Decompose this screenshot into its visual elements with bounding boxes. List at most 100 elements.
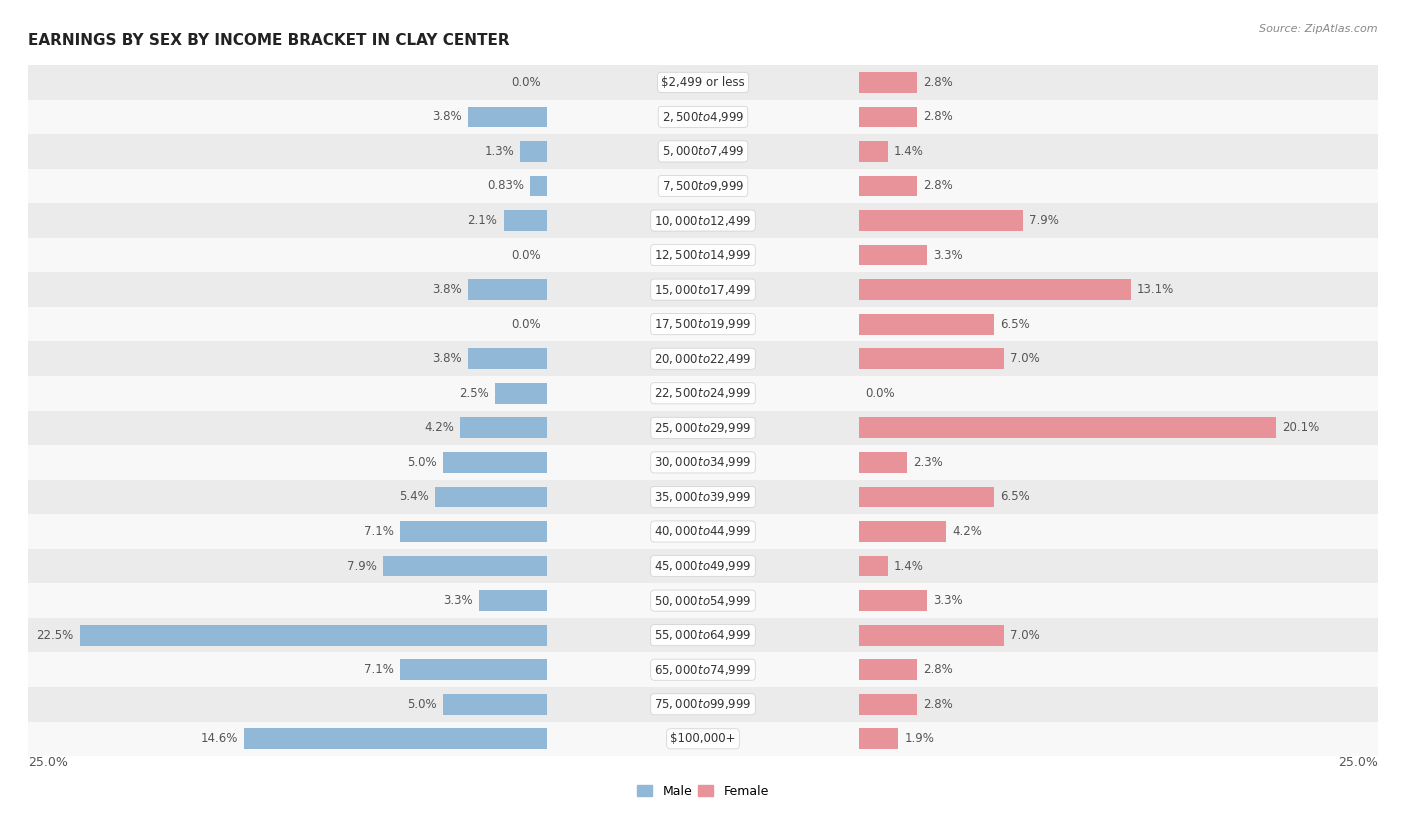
Text: 0.0%: 0.0% — [512, 249, 541, 262]
Text: $75,000 to $99,999: $75,000 to $99,999 — [654, 698, 752, 711]
Text: 1.4%: 1.4% — [894, 145, 924, 158]
Bar — [28, 99, 547, 134]
Bar — [245, 728, 547, 750]
Text: $5,000 to $7,499: $5,000 to $7,499 — [662, 145, 744, 159]
Bar — [28, 722, 547, 756]
Text: 7.9%: 7.9% — [1029, 214, 1059, 227]
Bar — [859, 590, 928, 611]
Bar — [28, 237, 547, 272]
Text: $45,000 to $49,999: $45,000 to $49,999 — [654, 559, 752, 573]
Text: 3.3%: 3.3% — [934, 594, 963, 607]
Bar — [547, 515, 859, 549]
Bar — [28, 203, 547, 237]
Bar — [859, 65, 1378, 99]
Text: 4.2%: 4.2% — [425, 421, 454, 434]
Bar — [547, 341, 859, 376]
Bar — [520, 141, 547, 162]
Bar — [28, 307, 547, 341]
Text: 2.8%: 2.8% — [924, 76, 953, 89]
Bar — [859, 349, 1004, 369]
Text: $17,500 to $19,999: $17,500 to $19,999 — [654, 317, 752, 331]
Bar — [859, 411, 1378, 446]
Text: 0.83%: 0.83% — [486, 180, 524, 193]
Text: 2.5%: 2.5% — [460, 387, 489, 400]
Bar — [859, 272, 1378, 307]
Bar — [28, 549, 547, 584]
Bar — [859, 134, 1378, 169]
Text: 7.1%: 7.1% — [364, 663, 394, 676]
Bar — [859, 376, 1378, 411]
Text: 20.1%: 20.1% — [1282, 421, 1320, 434]
Text: 0.0%: 0.0% — [512, 318, 541, 331]
Bar — [859, 728, 898, 750]
Text: 1.9%: 1.9% — [904, 733, 935, 746]
Text: $30,000 to $34,999: $30,000 to $34,999 — [654, 455, 752, 469]
Bar — [28, 446, 547, 480]
Text: 25.0%: 25.0% — [28, 756, 67, 769]
Bar — [28, 618, 547, 652]
Bar — [859, 659, 917, 680]
Bar — [859, 169, 1378, 203]
Bar — [460, 418, 547, 438]
Bar — [547, 446, 859, 480]
Bar — [859, 203, 1378, 237]
Text: $20,000 to $22,499: $20,000 to $22,499 — [654, 352, 752, 366]
Text: 2.8%: 2.8% — [924, 180, 953, 193]
Bar — [434, 486, 547, 507]
Bar — [547, 134, 859, 169]
Text: 2.8%: 2.8% — [924, 698, 953, 711]
Bar — [547, 237, 859, 272]
Bar — [859, 72, 917, 93]
Bar — [859, 624, 1004, 646]
Text: 3.8%: 3.8% — [433, 352, 463, 365]
Bar — [547, 307, 859, 341]
Bar — [859, 722, 1378, 756]
Text: 22.5%: 22.5% — [37, 628, 73, 641]
Bar — [443, 694, 547, 715]
Bar — [399, 521, 547, 541]
Bar — [28, 376, 547, 411]
Bar — [859, 141, 887, 162]
Bar — [859, 280, 1130, 300]
Text: $65,000 to $74,999: $65,000 to $74,999 — [654, 663, 752, 676]
Text: $100,000+: $100,000+ — [671, 733, 735, 746]
Bar — [547, 376, 859, 411]
Text: 14.6%: 14.6% — [201, 733, 238, 746]
Bar — [547, 169, 859, 203]
Bar — [28, 687, 547, 722]
Bar — [547, 480, 859, 515]
Bar — [859, 549, 1378, 584]
Text: 5.4%: 5.4% — [399, 490, 429, 503]
Bar — [859, 480, 1378, 515]
Text: 7.0%: 7.0% — [1011, 352, 1040, 365]
Text: $15,000 to $17,499: $15,000 to $17,499 — [654, 283, 752, 297]
Text: 7.0%: 7.0% — [1011, 628, 1040, 641]
Bar — [28, 584, 547, 618]
Bar — [859, 652, 1378, 687]
Text: $22,500 to $24,999: $22,500 to $24,999 — [654, 386, 752, 400]
Bar — [859, 687, 1378, 722]
Text: 13.1%: 13.1% — [1137, 283, 1174, 296]
Bar — [547, 65, 859, 99]
Bar — [859, 618, 1378, 652]
Bar — [859, 521, 946, 541]
Text: Source: ZipAtlas.com: Source: ZipAtlas.com — [1260, 24, 1378, 34]
Bar — [859, 694, 917, 715]
Text: $2,499 or less: $2,499 or less — [661, 76, 745, 89]
Text: 3.8%: 3.8% — [433, 283, 463, 296]
Bar — [478, 590, 547, 611]
Text: 2.3%: 2.3% — [912, 456, 942, 469]
Bar — [547, 618, 859, 652]
Bar — [859, 237, 1378, 272]
Text: 6.5%: 6.5% — [1000, 318, 1029, 331]
Bar — [859, 584, 1378, 618]
Text: $55,000 to $64,999: $55,000 to $64,999 — [654, 628, 752, 642]
Text: 25.0%: 25.0% — [1339, 756, 1378, 769]
Text: $25,000 to $29,999: $25,000 to $29,999 — [654, 421, 752, 435]
Text: $40,000 to $44,999: $40,000 to $44,999 — [654, 524, 752, 538]
Bar — [443, 452, 547, 473]
Bar — [859, 486, 994, 507]
Bar — [530, 176, 547, 197]
Bar — [547, 411, 859, 446]
Legend: Male, Female: Male, Female — [633, 780, 773, 802]
